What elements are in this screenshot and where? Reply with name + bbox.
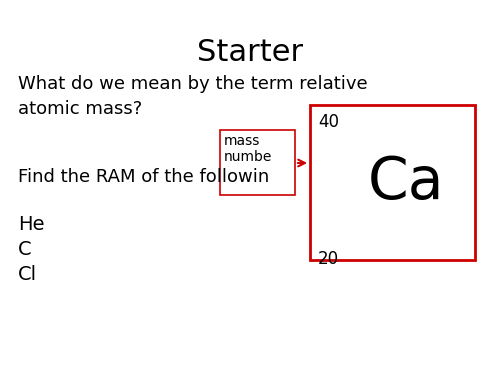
Text: mass
numbe: mass numbe xyxy=(224,134,272,164)
Text: Find the RAM of the followin: Find the RAM of the followin xyxy=(18,168,269,186)
Text: Ca: Ca xyxy=(368,154,444,211)
Text: He: He xyxy=(18,215,44,234)
Text: C: C xyxy=(18,240,32,259)
Text: 20: 20 xyxy=(318,250,339,268)
Text: atomic mass?: atomic mass? xyxy=(18,100,142,118)
Text: Cl: Cl xyxy=(18,265,37,284)
Bar xyxy=(220,130,295,195)
Text: Starter: Starter xyxy=(197,38,303,67)
Text: What do we mean by the term relative: What do we mean by the term relative xyxy=(18,75,368,93)
Text: 40: 40 xyxy=(318,113,339,131)
Bar xyxy=(310,105,475,260)
